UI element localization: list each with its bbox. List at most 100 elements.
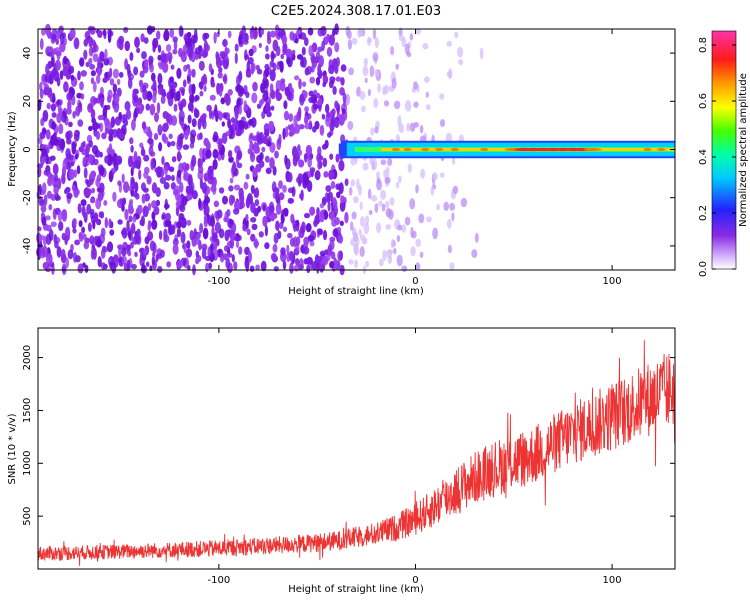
noise-blob <box>339 113 346 126</box>
noise-blob <box>151 72 156 82</box>
noise-blob <box>250 184 255 194</box>
noise-blob <box>88 153 93 163</box>
noise-blob <box>63 55 68 65</box>
noise-blob <box>146 131 153 137</box>
noise-blob <box>41 182 47 195</box>
noise-blob <box>231 123 238 131</box>
noise-blob <box>285 158 291 170</box>
noise-blob <box>90 170 97 179</box>
noise-blob <box>348 187 353 196</box>
noise-blob <box>299 124 305 130</box>
noise-blob <box>228 156 234 163</box>
noise-blob <box>213 131 219 142</box>
noise-blob <box>449 202 455 211</box>
noise-blob <box>286 244 290 255</box>
noise-blob <box>107 29 112 36</box>
noise-blob <box>134 251 138 258</box>
noise-blob <box>284 126 289 138</box>
noise-blob <box>50 193 56 201</box>
noise-blob <box>44 23 52 36</box>
noise-blob <box>78 234 84 242</box>
noise-blob <box>298 159 305 168</box>
noise-blob <box>279 61 284 73</box>
noise-blob <box>316 100 323 106</box>
noise-blob <box>374 37 379 48</box>
noise-blob <box>350 179 356 187</box>
noise-blob <box>325 103 330 114</box>
noise-blob <box>407 163 412 173</box>
noise-blob <box>186 219 192 226</box>
noise-blob <box>149 151 156 157</box>
noise-blob <box>270 213 276 222</box>
noise-blob <box>398 34 405 42</box>
noise-blob <box>425 104 431 111</box>
noise-blob <box>231 254 235 263</box>
noise-blob <box>201 113 207 120</box>
noise-blob <box>224 47 230 55</box>
noise-blob <box>329 210 335 222</box>
noise-blob <box>162 123 168 133</box>
noise-blob <box>165 174 172 181</box>
noise-blob <box>330 181 336 189</box>
noise-blob <box>269 69 276 82</box>
noise-blob <box>213 242 218 250</box>
noise-blob <box>66 192 73 200</box>
noise-blob <box>58 221 64 232</box>
noise-blob <box>182 195 188 206</box>
colorbar-tick-label: 0.6 <box>698 93 709 109</box>
noise-blob <box>89 26 96 35</box>
noise-blob <box>42 110 49 122</box>
noise-blob <box>310 94 318 104</box>
noise-blob <box>51 112 57 118</box>
noise-blob <box>286 56 291 65</box>
noise-blob <box>301 46 306 56</box>
noise-blob <box>173 103 178 112</box>
noise-blob <box>398 27 403 37</box>
noise-blob <box>347 120 354 131</box>
noise-blob <box>326 46 333 57</box>
noise-blob <box>313 103 319 110</box>
noise-blob <box>296 54 304 60</box>
noise-blob <box>57 210 63 222</box>
noise-blob <box>306 65 312 75</box>
noise-blob <box>317 160 322 170</box>
noise-blob <box>208 63 213 73</box>
spec-x-tick-label: 0 <box>412 276 418 287</box>
noise-blob <box>289 262 294 274</box>
noise-blob <box>199 90 204 97</box>
noise-blob <box>55 76 60 82</box>
noise-blob <box>132 95 139 107</box>
noise-blob <box>46 146 50 154</box>
noise-blob <box>121 173 125 184</box>
noise-blob <box>264 225 268 237</box>
noise-blob <box>180 26 184 37</box>
noise-blob <box>180 231 186 244</box>
noise-blob <box>75 105 81 117</box>
noise-blob <box>220 97 226 105</box>
noise-blob <box>422 43 429 50</box>
spectrogram-x-ticks: -100 0 100 <box>208 29 622 287</box>
colorbar-tick-label: 0.8 <box>698 37 709 53</box>
noise-blob <box>72 111 76 119</box>
figure-title: C2E5.2024.308.17.01.E03 <box>271 4 441 19</box>
noise-blob <box>133 66 139 76</box>
noise-blob <box>176 67 182 79</box>
noise-blob <box>139 219 145 226</box>
noise-blob <box>205 149 212 159</box>
noise-blob <box>96 74 101 84</box>
noise-blob <box>157 61 162 67</box>
noise-blob <box>396 235 401 243</box>
noise-blob <box>121 204 125 212</box>
noise-blob <box>124 208 129 221</box>
noise-blob <box>165 212 171 222</box>
noise-blob <box>172 49 178 55</box>
noise-blob <box>303 178 307 185</box>
noise-blob <box>197 118 202 130</box>
noise-blob <box>401 224 406 233</box>
noise-blob <box>179 204 186 213</box>
snr-series <box>37 340 676 566</box>
noise-blob <box>169 76 175 84</box>
noise-blob <box>195 250 199 258</box>
noise-blob <box>130 222 136 234</box>
noise-blob <box>319 124 325 136</box>
